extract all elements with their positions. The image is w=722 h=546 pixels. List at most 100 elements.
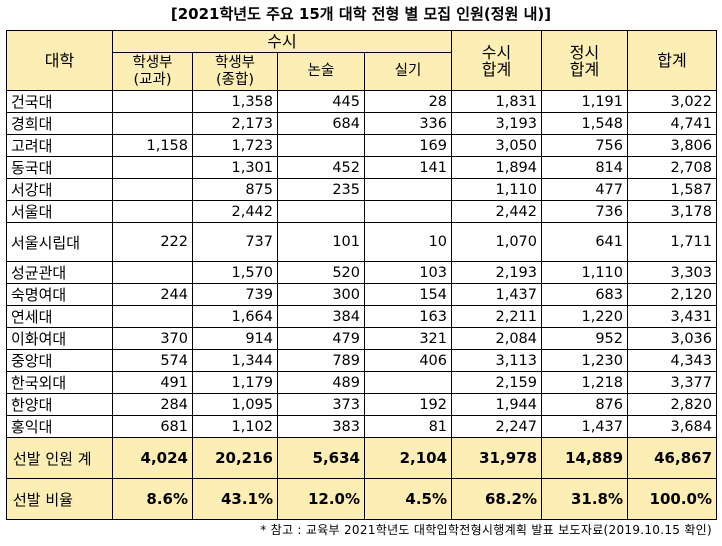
table-row: 경희대 2,173 684 336 3,193 1,548 4,741 [6,112,718,135]
essay-cell: 479 [277,327,365,350]
comprehensive-cell: 1,179 [192,371,278,394]
jeongsi-total-cell: 477 [541,178,629,201]
subject-cell: 222 [112,222,193,262]
summary-ratio-label: 선발 비율 [6,478,113,520]
practical-cell: 336 [363,112,453,135]
university-name: 경희대 [6,112,113,135]
university-name: 건국대 [6,90,113,113]
essay-cell: 445 [277,90,365,113]
comprehensive-cell: 2,442 [192,200,278,223]
total-cell: 3,377 [627,371,718,394]
header-jeongsi-total: 정시 합계 [541,30,629,91]
jeongsi-total-cell: 1,191 [541,90,629,113]
header-susi-total: 수시 합계 [451,30,543,91]
jeongsi-total-cell: 876 [541,393,629,416]
practical-cell [363,178,453,201]
susi-total-cell: 2,193 [451,261,543,284]
susi-total-cell: 3,113 [451,349,543,372]
subject-cell: 574 [112,349,193,372]
header-susi: 수시 [111,30,453,53]
table-row: 서강대 875 235 1,110 477 1,587 [6,178,718,201]
page-title: [2021학년도 주요 15개 대학 전형 별 모집 인원(정원 내)] [170,5,552,23]
jeongsi-total-cell: 1,230 [541,349,629,372]
practical-cell: 406 [363,349,453,372]
comprehensive-cell: 739 [192,283,278,306]
subject-cell [112,200,193,223]
total-cell: 3,431 [627,305,718,328]
practical-cell: 169 [363,134,453,157]
susi-total-cell: 1,944 [451,393,543,416]
essay-cell: 384 [277,305,365,328]
comprehensive-cell: 914 [192,327,278,350]
jeongsi-total-cell: 683 [541,283,629,306]
essay-cell [277,200,365,223]
comprehensive-cell: 1,095 [192,393,278,416]
jeongsi-total-cell: 1,110 [541,261,629,284]
essay-cell: 101 [277,222,365,262]
admissions-table: 대학 수시 수시 합계 정시 합계 합계 학생부 (교과) 학생부 (종합) 논… [6,30,718,520]
essay-cell [277,134,365,157]
comprehensive-cell: 1,102 [192,415,278,438]
jeongsi-total-cell: 1,437 [541,415,629,438]
susi-total-cell: 2,247 [451,415,543,438]
summary-comprehensive-cell: 20,216 [192,437,278,479]
table-row: 숙명여대 244 739 300 154 1,437 683 2,120 [6,283,718,306]
table-row: 고려대 1,158 1,723 169 3,050 756 3,806 [6,134,718,157]
practical-cell: 321 [363,327,453,350]
subject-cell [112,261,193,284]
university-name: 연세대 [6,305,113,328]
jeongsi-total-cell: 1,218 [541,371,629,394]
practical-cell: 192 [363,393,453,416]
subject-cell [112,305,193,328]
essay-cell: 489 [277,371,365,394]
comprehensive-cell: 737 [192,222,278,262]
practical-cell: 141 [363,156,453,179]
susi-total-cell: 3,193 [451,112,543,135]
header-comprehensive-line1: 학생부 [214,54,256,71]
table-row: 한국외대 491 1,179 489 2,159 1,218 3,377 [6,371,718,394]
subject-cell [112,112,193,135]
comprehensive-cell: 1,664 [192,305,278,328]
total-cell: 4,343 [627,349,718,372]
subject-cell: 244 [112,283,193,306]
university-name: 홍익대 [6,415,113,438]
ratio-practical-cell: 4.5% [363,478,453,520]
subject-cell: 284 [112,393,193,416]
subject-cell [112,178,193,201]
ratio-subject-cell: 8.6% [112,478,193,520]
subject-cell: 1,158 [112,134,193,157]
susi-total-cell: 1,894 [451,156,543,179]
ratio-essay-cell: 12.0% [277,478,365,520]
subject-cell [112,156,193,179]
comprehensive-cell: 1,570 [192,261,278,284]
university-name: 서울시립대 [6,222,113,262]
susi-total-cell: 1,070 [451,222,543,262]
table-row: 성균관대 1,570 520 103 2,193 1,110 3,303 [6,261,718,284]
essay-cell: 520 [277,261,365,284]
ratio-grand-total-cell: 100.0% [627,478,718,520]
susi-total-cell: 3,050 [451,134,543,157]
essay-cell: 383 [277,415,365,438]
susi-total-cell: 2,442 [451,200,543,223]
total-cell: 3,178 [627,200,718,223]
subject-cell: 681 [112,415,193,438]
header-subject: 학생부 (교과) [112,52,193,91]
ratio-comprehensive-cell: 43.1% [192,478,278,520]
essay-cell: 452 [277,156,365,179]
total-cell: 3,036 [627,327,718,350]
summary-total-row: 선발 인원 계 4,024 20,216 5,634 2,104 31,978 … [6,437,718,479]
table-row: 이화여대 370 914 479 321 2,084 952 3,036 [6,327,718,350]
essay-cell: 789 [277,349,365,372]
susi-total-cell: 1,437 [451,283,543,306]
total-cell: 3,806 [627,134,718,157]
summary-subject-cell: 4,024 [112,437,193,479]
susi-total-cell: 1,831 [451,90,543,113]
practical-cell: 163 [363,305,453,328]
practical-cell [363,371,453,394]
source-footnote: * 참고 : 교육부 2021학년도 대학입학전형시행계획 발표 보도자료(20… [260,523,712,537]
header-row-bottom: 학생부 (교과) 학생부 (종합) 논술 실기 [7,52,717,91]
table-row: 서울시립대 222 737 101 10 1,070 641 1,711 [6,222,718,262]
header-row-top: 대학 수시 수시 합계 정시 합계 합계 [6,30,718,91]
summary-total-label: 선발 인원 계 [6,437,113,479]
summary-susi-total-cell: 31,978 [451,437,543,479]
